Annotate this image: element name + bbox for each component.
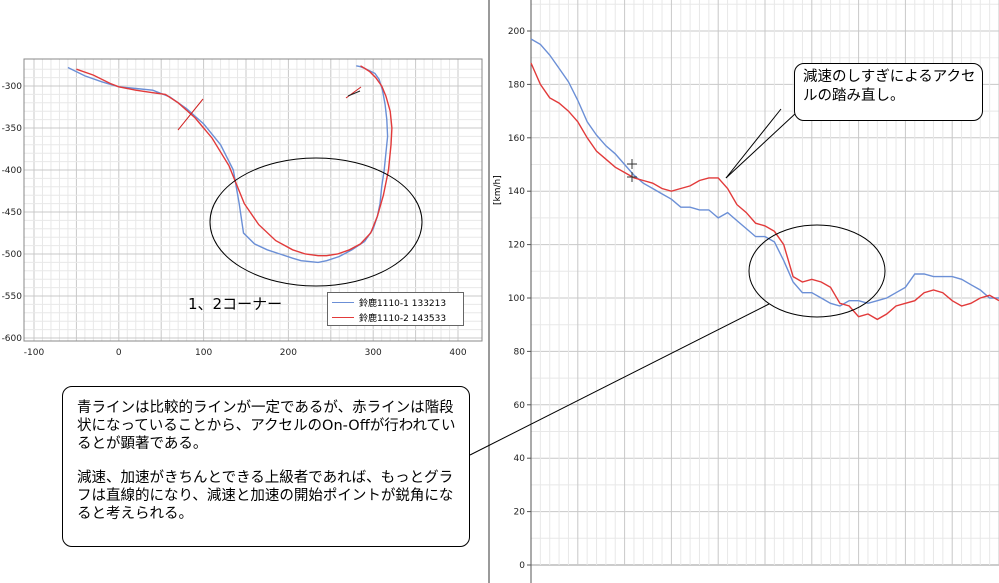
legend-swatch-blue [332, 302, 354, 303]
track-map-x-tick-label: 200 [280, 348, 297, 358]
speed-y-tick-label: 0 [519, 561, 525, 571]
split-marker-3 [347, 90, 361, 97]
corner-highlight-ellipse [209, 157, 423, 287]
track-map-x-tick-label: 300 [365, 348, 382, 358]
speed-series [530, 38, 999, 321]
speed-y-tick-label: 140 [508, 187, 525, 197]
track-map-y-tick-label: -300 [2, 82, 23, 92]
analysis-callout: 青ラインは比較的ラインが一定であるが、赤ラインは階段状になっていることから、アク… [62, 386, 470, 547]
speed-y-tick-label: 200 [508, 27, 525, 37]
track-map-frame [23, 58, 483, 342]
split-marker-1 [177, 98, 204, 131]
track-map-x-tick-label: 400 [449, 348, 466, 358]
speed-y-tick-label: 180 [508, 80, 525, 90]
track-map-y-tick-label: -450 [2, 208, 23, 218]
track-map-y-tick-label: -550 [2, 292, 23, 302]
speed-y-tick-label: 80 [514, 347, 526, 357]
track-map-x-tick-label: -100 [24, 348, 45, 358]
track-map-y-tick-label: -500 [2, 250, 23, 260]
callout-pointer-right-1 [725, 108, 782, 179]
speed-series-line-1 [530, 38, 999, 307]
speed-y-tick-label: 100 [508, 294, 525, 304]
legend-label-series1: 鈴鹿1110-1 133213 [359, 299, 447, 309]
cursor-marker-2 [627, 172, 637, 182]
legend-label-series2: 鈴鹿1110-2 143533 [359, 314, 447, 324]
accel-highlight-ellipse [748, 224, 886, 318]
corner-annotation: 1、2コーナー [188, 295, 283, 313]
reacceleration-callout: 減速のしすぎによるアクセルの踏み直し。 [794, 63, 983, 121]
speed-y-tick-label: 60 [514, 401, 526, 411]
legend-item-series1: 鈴鹿1110-1 133213 [332, 295, 459, 310]
speed-y-ticks: 0 20 40 60 80 100 120 140 160 180 200 [508, 27, 531, 571]
speed-y-tick-label: 40 [514, 454, 526, 464]
cursor-marker-1 [627, 159, 637, 169]
track-map-x-tick-label: 0 [116, 348, 122, 358]
speed-y-tick-label: 160 [508, 134, 525, 144]
track-map-panel: -600 -550 -500 -450 -400 -350 -300 -100 0 100 200… [0, 0, 489, 372]
speed-series-line-2 [530, 62, 999, 321]
speed-panel: 0 20 40 60 80 100 120 140 160 180 200 [508, 0, 999, 583]
legend-item-series2: 鈴鹿1110-2 143533 [332, 310, 459, 325]
track-map-y-ticks: -600 -550 -500 -450 -400 -350 -300 [2, 82, 23, 344]
track-map-y-tick-label: -400 [2, 166, 23, 176]
track-map-legend: 鈴鹿1110-1 133213 鈴鹿1110-2 143533 [327, 292, 464, 326]
legend-swatch-red [332, 317, 354, 318]
track-map-series [67, 65, 393, 264]
speed-y-tick-label: 120 [508, 241, 525, 251]
analysis-paragraph-2: 減速、加速がきちんとできる上級者であれば、もっとグラフは直線的になり、減速と加速… [77, 470, 454, 522]
track-map-x-ticks: -100 0 100 200 300 400 [24, 348, 467, 358]
track-map-y-tick-label: -600 [2, 334, 23, 344]
analysis-paragraph-1: 青ラインは比較的ラインが一定であるが、赤ラインは階段状になっていることから、アク… [77, 400, 456, 452]
speed-y-tick-label: 20 [514, 508, 526, 518]
track-map-y-tick-label: -350 [2, 124, 23, 134]
track-map-series-line-2 [76, 65, 393, 257]
speed-y-axis-label: [km/h] [493, 175, 503, 205]
speed-grid [530, 0, 999, 566]
callout-pointer-left [469, 303, 770, 456]
callout-pointer-right-2 [725, 112, 797, 179]
track-map-x-tick-label: 100 [195, 348, 212, 358]
